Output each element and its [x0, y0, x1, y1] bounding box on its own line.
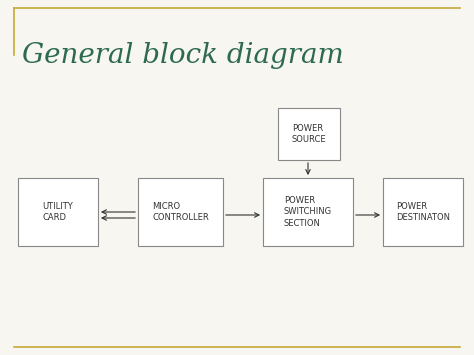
Text: UTILITY
CARD: UTILITY CARD — [43, 202, 73, 222]
Bar — [18, 178, 98, 246]
Text: POWER
SWITCHING
SECTION: POWER SWITCHING SECTION — [284, 196, 332, 228]
Text: POWER
SOURCE: POWER SOURCE — [292, 124, 326, 144]
Bar — [278, 108, 340, 160]
Bar — [138, 178, 223, 246]
Text: POWER
DESTINATON: POWER DESTINATON — [396, 202, 450, 222]
Bar — [383, 178, 463, 246]
Text: MICRO
CONTROLLER: MICRO CONTROLLER — [152, 202, 209, 222]
Bar — [263, 178, 353, 246]
Text: General block diagram: General block diagram — [22, 42, 344, 69]
